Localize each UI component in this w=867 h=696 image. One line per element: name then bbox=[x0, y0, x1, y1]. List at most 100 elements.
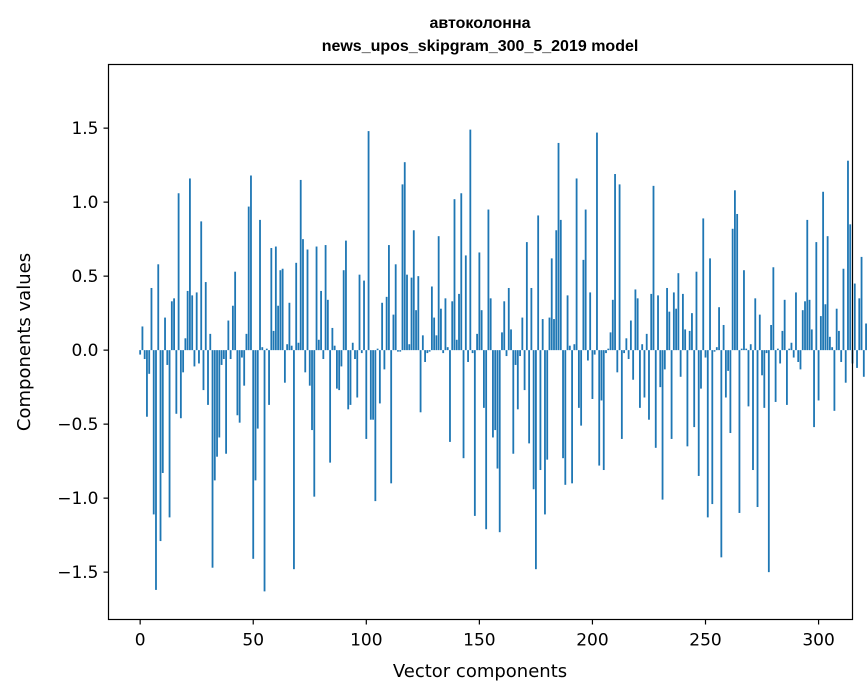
bar-232 bbox=[663, 350, 666, 370]
bar-240 bbox=[681, 293, 684, 351]
bar-65 bbox=[286, 344, 289, 351]
bar-313 bbox=[847, 160, 849, 351]
bar-152 bbox=[482, 350, 485, 408]
bar-306 bbox=[831, 347, 834, 351]
bar-316 bbox=[853, 283, 856, 351]
bar-30 bbox=[207, 350, 209, 405]
plot-frame bbox=[107, 63, 854, 621]
bar-261 bbox=[729, 350, 732, 434]
bar-193 bbox=[575, 178, 578, 351]
bar-236 bbox=[672, 292, 675, 351]
bar-214 bbox=[623, 350, 625, 354]
bar-70 bbox=[297, 342, 300, 351]
bar-148 bbox=[473, 350, 476, 516]
bar-157 bbox=[494, 350, 497, 431]
bar-172 bbox=[528, 350, 531, 444]
bar-95 bbox=[354, 350, 356, 360]
bar-320 bbox=[862, 350, 865, 377]
bar-144 bbox=[464, 255, 467, 351]
bar-174 bbox=[532, 350, 535, 490]
bar-96 bbox=[356, 350, 359, 398]
bar-135 bbox=[444, 298, 447, 351]
bar-288 bbox=[790, 342, 793, 351]
bar-189 bbox=[566, 295, 569, 351]
bar-25 bbox=[195, 292, 198, 351]
bar-23 bbox=[191, 295, 194, 351]
bar-143 bbox=[462, 350, 465, 459]
bar-115 bbox=[399, 350, 402, 352]
bar-196 bbox=[582, 259, 585, 351]
bar-46 bbox=[243, 350, 246, 386]
bar-217 bbox=[629, 320, 632, 351]
bar-302 bbox=[822, 191, 825, 351]
bar-61 bbox=[277, 305, 280, 351]
bar-243 bbox=[688, 330, 691, 351]
bar-291 bbox=[797, 350, 800, 362]
bar-199 bbox=[589, 292, 592, 351]
bar-251 bbox=[706, 350, 709, 518]
bar-321 bbox=[865, 323, 867, 351]
bar-131 bbox=[435, 335, 438, 351]
bar-43 bbox=[236, 350, 239, 416]
bar-314 bbox=[849, 224, 852, 351]
bar-140 bbox=[455, 339, 458, 351]
bar-14 bbox=[170, 301, 173, 351]
bar-161 bbox=[503, 301, 506, 351]
bar-173 bbox=[530, 287, 533, 351]
bar-259 bbox=[724, 350, 727, 398]
bar-39 bbox=[227, 320, 230, 351]
bar-104 bbox=[374, 350, 377, 502]
bar-77 bbox=[313, 350, 316, 497]
y-tick-label: −1.5 bbox=[57, 563, 98, 583]
bar-44 bbox=[238, 350, 241, 423]
bar-91 bbox=[345, 240, 347, 351]
bar-178 bbox=[541, 319, 544, 351]
bar-29 bbox=[204, 282, 207, 351]
bar-38 bbox=[225, 350, 227, 454]
bar-237 bbox=[675, 308, 678, 351]
bar-294 bbox=[804, 301, 806, 351]
x-tick-label: 100 bbox=[350, 631, 382, 651]
bar-278 bbox=[767, 350, 770, 573]
bar-16 bbox=[175, 350, 178, 414]
bar-190 bbox=[568, 345, 571, 351]
bar-310 bbox=[840, 350, 843, 362]
bar-85 bbox=[331, 327, 334, 351]
bar-92 bbox=[347, 350, 350, 410]
bar-114 bbox=[397, 350, 399, 352]
bar-183 bbox=[553, 319, 555, 351]
bar-110 bbox=[388, 245, 390, 351]
bar-219 bbox=[634, 289, 637, 351]
bar-165 bbox=[512, 350, 515, 454]
bar-87 bbox=[336, 350, 338, 389]
bar-319 bbox=[860, 256, 863, 351]
bar-78 bbox=[315, 246, 318, 351]
bar-132 bbox=[437, 236, 440, 351]
bar-192 bbox=[573, 344, 576, 351]
bar-13 bbox=[168, 350, 171, 518]
bar-149 bbox=[476, 333, 479, 351]
bar-170 bbox=[523, 350, 526, 391]
bar-231 bbox=[661, 350, 664, 500]
bar-147 bbox=[471, 350, 474, 354]
bar-76 bbox=[311, 350, 313, 431]
bar-60 bbox=[274, 246, 277, 351]
bar-246 bbox=[695, 271, 698, 351]
bar-2 bbox=[143, 350, 146, 360]
bar-4 bbox=[148, 350, 151, 374]
bar-146 bbox=[469, 129, 472, 351]
chart-title: автоколонна bbox=[429, 15, 530, 32]
bar-203 bbox=[598, 350, 601, 466]
bar-139 bbox=[453, 199, 456, 351]
bar-221 bbox=[639, 350, 641, 408]
bar-180 bbox=[546, 350, 549, 460]
bar-187 bbox=[562, 350, 564, 459]
bar-118 bbox=[406, 274, 408, 351]
bar-303 bbox=[824, 304, 827, 351]
bar-208 bbox=[609, 332, 612, 351]
bar-305 bbox=[828, 336, 831, 351]
bar-282 bbox=[776, 348, 779, 351]
bar-229 bbox=[657, 295, 659, 351]
bar-0 bbox=[139, 350, 142, 355]
